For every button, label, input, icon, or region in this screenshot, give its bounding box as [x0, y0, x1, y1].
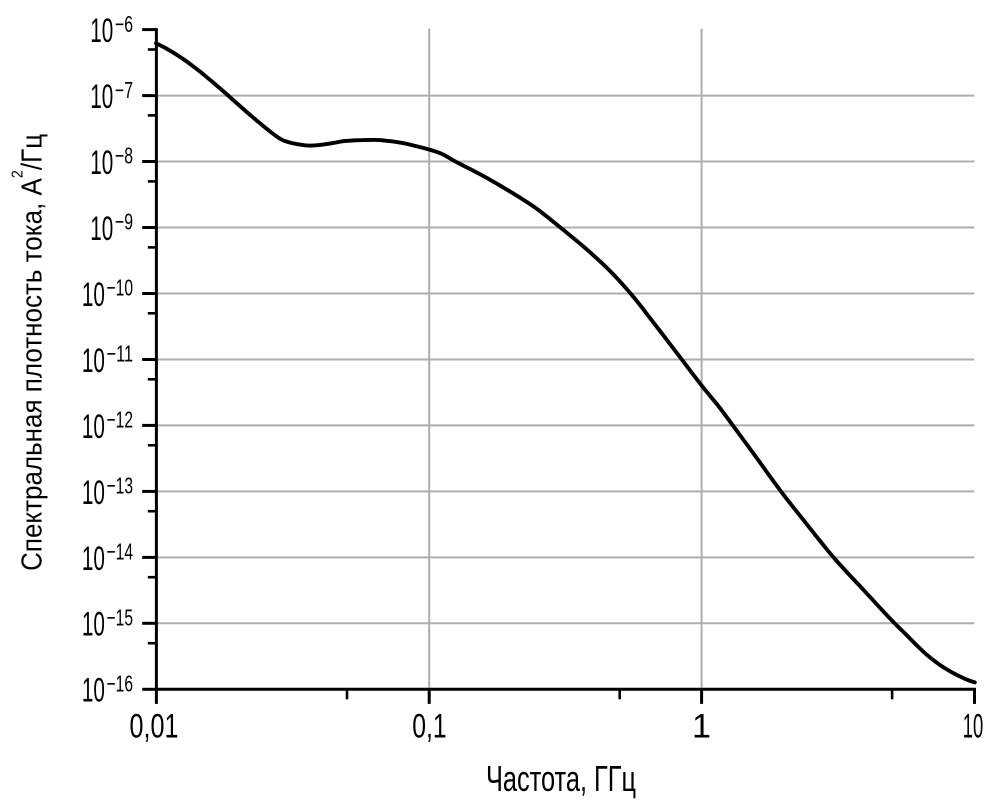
- svg-text:10: 10: [90, 78, 113, 116]
- svg-text:−9: −9: [115, 209, 133, 235]
- svg-text:−10: −10: [107, 275, 133, 301]
- svg-text:0,01: 0,01: [130, 708, 179, 746]
- svg-text:10: 10: [963, 708, 984, 746]
- svg-text:−12: −12: [107, 407, 133, 433]
- svg-text:Спектральная плотность тока, А: Спектральная плотность тока, А2/Гц: [9, 134, 48, 571]
- svg-text:10: 10: [90, 12, 113, 50]
- svg-text:−13: −13: [107, 473, 133, 499]
- svg-text:10: 10: [82, 474, 105, 512]
- svg-text:10: 10: [82, 408, 105, 446]
- svg-text:−11: −11: [107, 341, 133, 367]
- svg-text:0,1: 0,1: [412, 708, 446, 746]
- svg-text:10: 10: [82, 276, 105, 314]
- svg-text:−8: −8: [115, 143, 133, 169]
- svg-text:1: 1: [692, 708, 711, 746]
- svg-text:10: 10: [82, 606, 105, 644]
- svg-text:−15: −15: [107, 605, 133, 631]
- svg-text:10: 10: [82, 342, 105, 380]
- svg-text:10: 10: [82, 672, 105, 710]
- svg-text:10: 10: [82, 540, 105, 578]
- svg-text:−16: −16: [107, 671, 133, 697]
- svg-text:−6: −6: [115, 11, 133, 37]
- svg-text:−7: −7: [115, 77, 133, 103]
- svg-text:−14: −14: [107, 539, 134, 565]
- svg-text:Частота, ГГц: Частота, ГГц: [486, 758, 636, 799]
- svg-text:10: 10: [90, 210, 113, 248]
- svg-text:10: 10: [90, 144, 113, 182]
